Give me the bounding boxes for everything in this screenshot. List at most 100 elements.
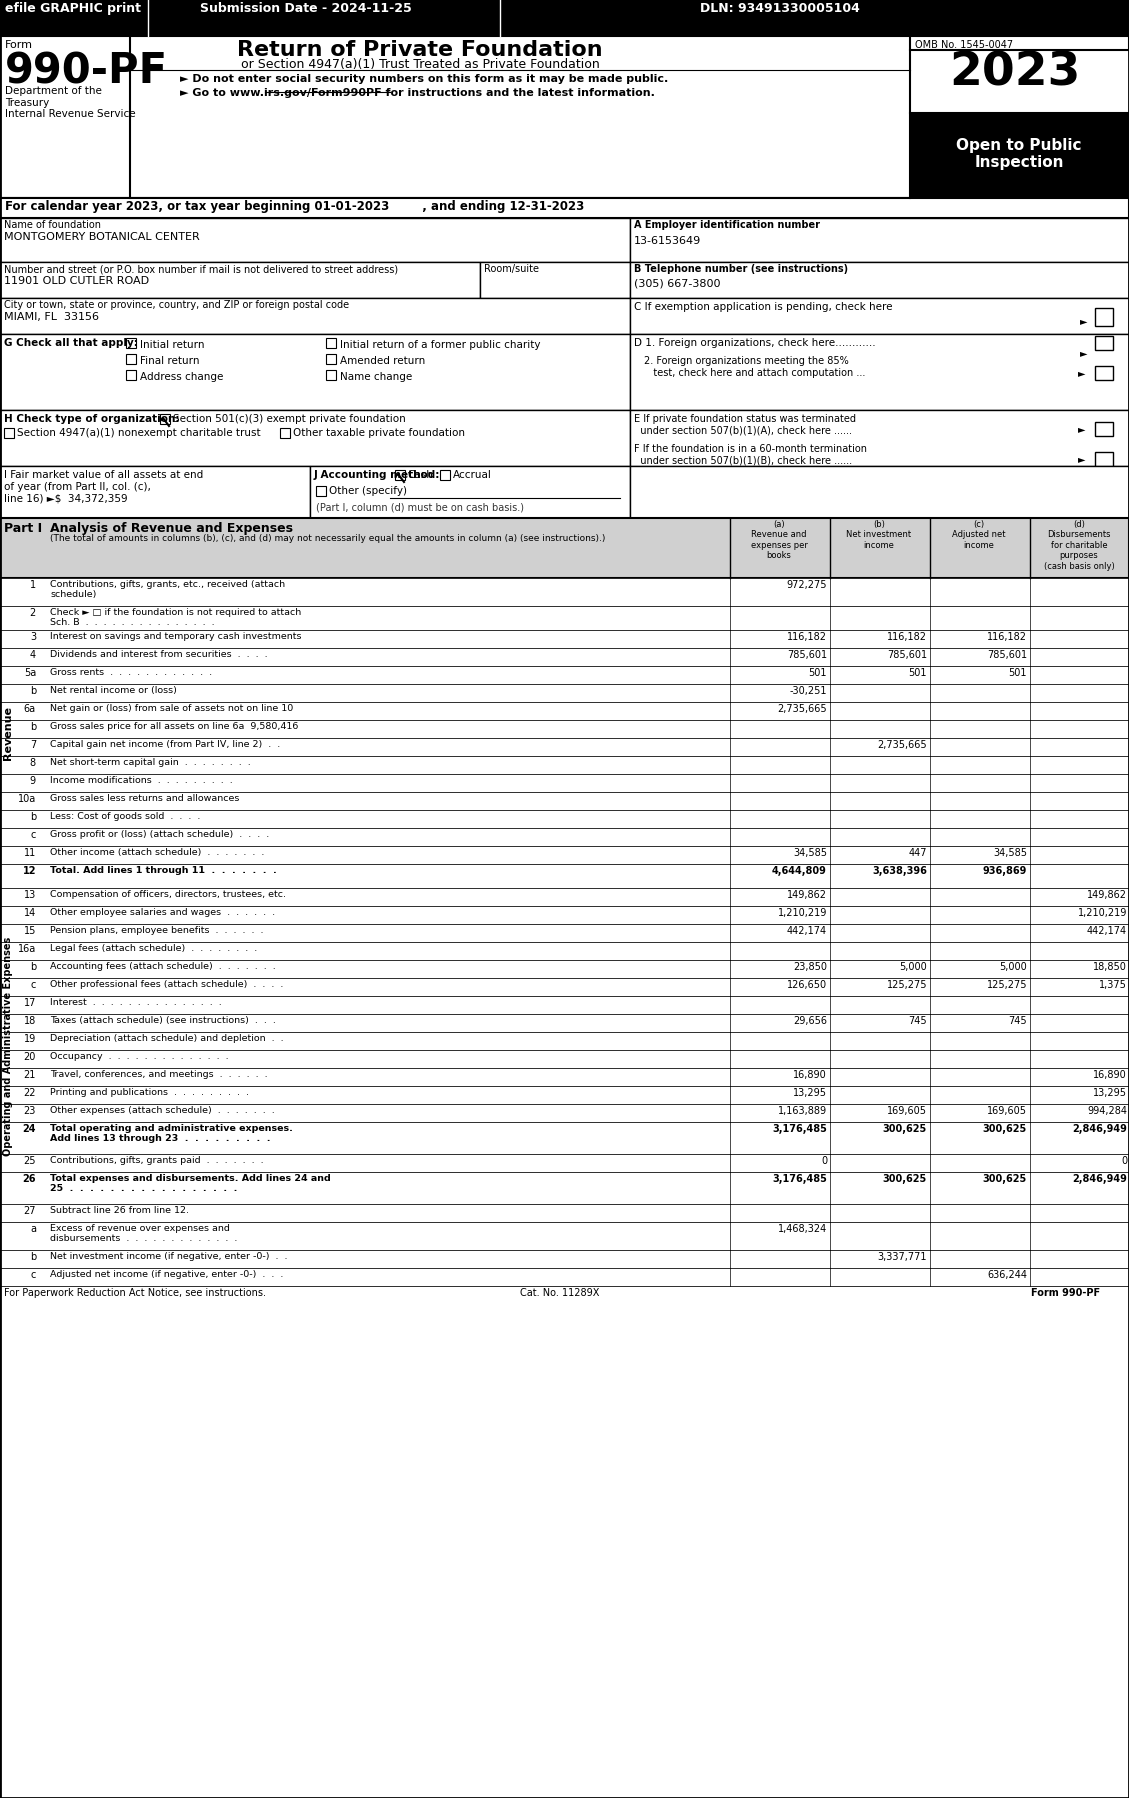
Text: 636,244: 636,244 [987, 1269, 1027, 1280]
Bar [910, 50, 1129, 111]
Text: 3,176,485: 3,176,485 [772, 1174, 828, 1185]
Bar [0, 1154, 1129, 1172]
Text: Initial return: Initial return [140, 340, 204, 351]
Bar [0, 888, 1129, 906]
Text: Other (specify): Other (specify) [329, 485, 406, 496]
Text: b: b [29, 962, 36, 973]
Text: City or town, state or province, country, and ZIP or foreign postal code: City or town, state or province, country… [5, 300, 349, 309]
Text: 7: 7 [29, 741, 36, 750]
Bar [316, 485, 326, 496]
Bar [630, 466, 1129, 518]
Bar [0, 263, 480, 298]
Bar [0, 1268, 1129, 1286]
Bar [0, 791, 1129, 811]
Text: 300,625: 300,625 [982, 1174, 1027, 1185]
Text: Gross sales less returns and allowances: Gross sales less returns and allowances [50, 795, 239, 804]
Text: Cat. No. 11289X: Cat. No. 11289X [520, 1287, 599, 1298]
Text: ► Do not enter social security numbers on this form as it may be made public.: ► Do not enter social security numbers o… [180, 74, 668, 85]
Bar [0, 1122, 1129, 1154]
Text: 5,000: 5,000 [999, 962, 1027, 973]
Text: Form 990-PF: Form 990-PF [1031, 1287, 1100, 1298]
Text: ►: ► [1080, 349, 1087, 358]
Text: 169,605: 169,605 [887, 1106, 927, 1117]
Bar [0, 1223, 1129, 1250]
Bar [0, 978, 1129, 996]
Text: efile GRAPHIC print: efile GRAPHIC print [5, 2, 141, 14]
Text: For Paperwork Reduction Act Notice, see instructions.: For Paperwork Reduction Act Notice, see … [5, 1287, 266, 1298]
Bar [126, 370, 135, 379]
Text: c: c [30, 831, 36, 840]
Text: c: c [30, 1269, 36, 1280]
Text: (c)
Adjusted net
income: (c) Adjusted net income [952, 520, 1006, 550]
Text: 126,650: 126,650 [787, 980, 828, 991]
Text: (b)
Net investment
income: (b) Net investment income [847, 520, 911, 550]
Bar [630, 218, 1129, 263]
Text: Section 501(c)(3) exempt private foundation: Section 501(c)(3) exempt private foundat… [173, 414, 405, 424]
Text: Excess of revenue over expenses and
disbursements  .  .  .  .  .  .  .  .  .  . : Excess of revenue over expenses and disb… [50, 1224, 237, 1244]
Bar [0, 629, 1129, 647]
Text: -30,251: -30,251 [789, 687, 828, 696]
Text: a: a [30, 1224, 36, 1233]
Text: Other income (attach schedule)  .  .  .  .  .  .  .: Other income (attach schedule) . . . . .… [50, 849, 264, 858]
Text: 0: 0 [1121, 1156, 1127, 1165]
Bar [0, 1172, 1129, 1205]
Text: Occupancy  .  .  .  .  .  .  .  .  .  .  .  .  .  .: Occupancy . . . . . . . . . . . . . . [50, 1052, 229, 1061]
Bar [326, 338, 336, 349]
Bar [0, 865, 1129, 888]
Text: 34,585: 34,585 [793, 849, 828, 858]
Text: 169,605: 169,605 [987, 1106, 1027, 1117]
Text: Interest on savings and temporary cash investments: Interest on savings and temporary cash i… [50, 633, 301, 642]
Text: 116,182: 116,182 [987, 633, 1027, 642]
Text: 23: 23 [24, 1106, 36, 1117]
Text: I Fair market value of all assets at end
of year (from Part II, col. (c),
line 1: I Fair market value of all assets at end… [5, 469, 203, 503]
Bar [910, 113, 1129, 198]
Text: B Telephone number (see instructions): B Telephone number (see instructions) [634, 264, 848, 273]
Text: 785,601: 785,601 [887, 651, 927, 660]
Text: 19: 19 [24, 1034, 36, 1045]
Bar [0, 737, 1129, 755]
Text: 149,862: 149,862 [787, 890, 828, 901]
Text: Dividends and interest from securities  .  .  .  .: Dividends and interest from securities .… [50, 651, 268, 660]
Text: MIAMI, FL  33156: MIAMI, FL 33156 [5, 313, 99, 322]
Text: (d)
Disbursements
for charitable
purposes
(cash basis only): (d) Disbursements for charitable purpose… [1043, 520, 1114, 570]
Text: Contributions, gifts, grants, etc., received (attach
schedule): Contributions, gifts, grants, etc., rece… [50, 581, 286, 599]
Text: c: c [30, 980, 36, 991]
Text: b: b [29, 687, 36, 696]
Text: 300,625: 300,625 [883, 1124, 927, 1135]
Text: 12: 12 [23, 867, 36, 876]
Text: Net investment income (if negative, enter -0-)  .  .: Net investment income (if negative, ente… [50, 1251, 288, 1260]
Bar [630, 298, 1129, 334]
Text: Address change: Address change [140, 372, 224, 381]
Bar [0, 0, 1129, 36]
Text: Analysis of Revenue and Expenses: Analysis of Revenue and Expenses [50, 521, 294, 536]
Text: 501: 501 [1008, 669, 1027, 678]
Text: Net rental income or (loss): Net rental income or (loss) [50, 687, 177, 696]
Text: 0: 0 [821, 1156, 828, 1165]
Bar [0, 218, 630, 263]
Text: 4,644,809: 4,644,809 [772, 867, 828, 876]
Text: 2,735,665: 2,735,665 [778, 705, 828, 714]
Text: Operating and Administrative Expenses: Operating and Administrative Expenses [3, 937, 14, 1156]
Bar [280, 428, 290, 439]
Text: Interest  .  .  .  .  .  .  .  .  .  .  .  .  .  .  .: Interest . . . . . . . . . . . . . . . [50, 998, 221, 1007]
Text: DLN: 93491330005104: DLN: 93491330005104 [700, 2, 860, 14]
Text: 745: 745 [1008, 1016, 1027, 1027]
Bar [1095, 367, 1113, 379]
Text: 1: 1 [29, 581, 36, 590]
Text: For calendar year 2023, or tax year beginning 01-01-2023        , and ending 12-: For calendar year 2023, or tax year begi… [5, 200, 584, 212]
Text: 300,625: 300,625 [982, 1124, 1027, 1135]
Bar [0, 577, 1129, 606]
Text: 501: 501 [808, 669, 828, 678]
Bar [1095, 336, 1113, 351]
Text: Name change: Name change [340, 372, 412, 381]
Bar [0, 906, 1129, 924]
Text: Capital gain net income (from Part IV, line 2)  .  .: Capital gain net income (from Part IV, l… [50, 741, 280, 750]
Bar [0, 1032, 1129, 1050]
Text: 972,275: 972,275 [787, 581, 828, 590]
Bar [5, 428, 14, 439]
Bar [0, 1286, 1129, 1798]
Bar [0, 755, 1129, 773]
Bar [630, 263, 1129, 298]
Text: Income modifications  .  .  .  .  .  .  .  .  .: Income modifications . . . . . . . . . [50, 777, 233, 786]
Text: 15: 15 [24, 926, 36, 937]
